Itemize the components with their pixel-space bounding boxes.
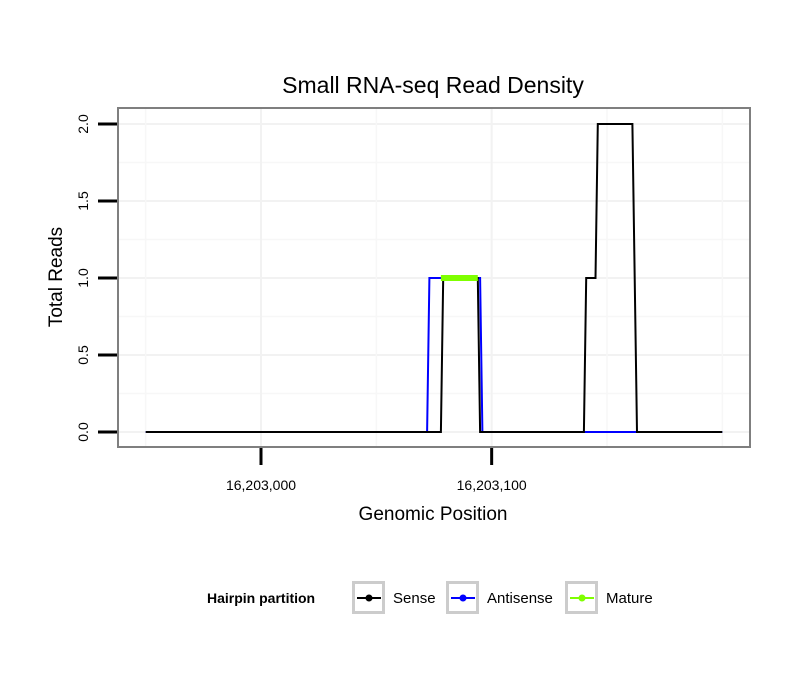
chart-title: Small RNA-seq Read Density: [282, 72, 584, 98]
y-axis-title: Total Reads: [46, 227, 67, 327]
legend-key-point: [365, 594, 373, 602]
y-tick-label: 0.0: [75, 422, 91, 442]
x-tick-label: 16,203,000: [226, 477, 296, 493]
series-lines: [145, 123, 723, 433]
y-tick-label: 1.5: [75, 191, 91, 211]
legend-label-antisense: Antisense: [487, 590, 553, 607]
y-tick-label: 2.0: [75, 114, 91, 134]
series-line-sense: [145, 123, 723, 433]
legend-key-box: [565, 581, 598, 614]
legend-key-point: [459, 594, 467, 602]
y-tick-label: 0.5: [75, 345, 91, 365]
x-tick-label: 16,203,100: [457, 477, 527, 493]
x-axis: 16,203,000 16,203,100: [226, 448, 527, 493]
grid-lines: [119, 109, 749, 446]
y-tick-label: 1.0: [75, 268, 91, 288]
x-axis-title: Genomic Position: [359, 504, 508, 525]
legend-label-mature: Mature: [606, 590, 653, 607]
legend-key-point: [578, 594, 586, 602]
legend-title: Hairpin partition: [207, 590, 315, 606]
legend-label-sense: Sense: [393, 590, 436, 607]
legend: Hairpin partition Sense Antisense Mature: [207, 581, 653, 614]
y-axis: 0.0 0.5 1.0 1.5 2.0: [75, 114, 117, 442]
